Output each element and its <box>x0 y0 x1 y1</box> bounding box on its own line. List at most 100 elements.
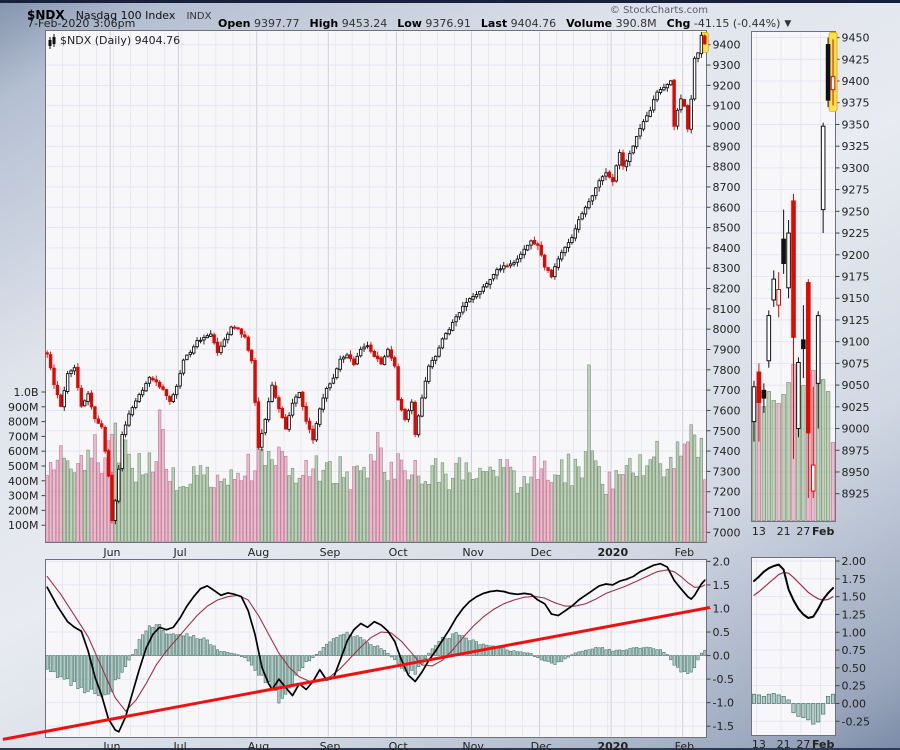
histogram-bar <box>69 655 73 686</box>
x-axis-day-label: 13 <box>752 738 766 750</box>
volume-bar <box>209 486 213 542</box>
volume-bar <box>454 463 458 542</box>
volume-bar <box>301 474 305 542</box>
histogram-bar <box>703 649 707 656</box>
histogram-bar <box>781 695 786 704</box>
candlestick <box>304 405 308 422</box>
change-direction-down-icon[interactable]: ▼ <box>784 19 792 29</box>
candlestick <box>641 121 646 130</box>
histogram-bar <box>532 655 536 657</box>
volume-bar <box>287 475 291 542</box>
histogram-bar <box>468 640 472 656</box>
candlestick <box>396 366 400 401</box>
histogram-bar <box>423 655 427 659</box>
histogram-bar <box>379 648 383 656</box>
candlestick <box>79 387 83 407</box>
volume-bar <box>65 460 70 542</box>
histogram-bar <box>461 635 465 656</box>
histogram-bar <box>570 654 574 657</box>
candlestick <box>249 349 254 362</box>
candlestick <box>556 258 560 268</box>
histogram-bar <box>766 693 771 704</box>
histogram-bar <box>59 655 63 678</box>
histogram-bar <box>107 655 111 695</box>
candlestick <box>471 296 475 300</box>
candlestick <box>246 336 250 351</box>
candlestick <box>406 410 411 420</box>
volume-bar <box>635 475 639 542</box>
volume-bar <box>587 364 591 542</box>
histogram-bar <box>539 655 543 661</box>
histogram-bar <box>796 703 801 717</box>
indicator-axis-label: -0.5 <box>713 673 734 686</box>
histogram-bar <box>597 647 601 656</box>
price-axis-label: 9250 <box>842 205 870 218</box>
histogram-bar <box>686 655 690 674</box>
x-axis-day-label: 13 <box>752 525 766 538</box>
volume-bar <box>617 474 622 542</box>
chart-type-icon <box>48 34 56 49</box>
candlestick <box>495 269 499 276</box>
price-axis-label: 8500 <box>713 222 741 235</box>
volume-bar <box>665 468 669 542</box>
histogram-bar <box>451 633 455 656</box>
histogram-bar <box>250 655 254 666</box>
volume-bar <box>532 456 537 542</box>
candlestick <box>232 326 237 329</box>
candlestick <box>345 354 349 359</box>
price-axis-label: 9450 <box>842 32 870 45</box>
candlestick <box>583 206 588 215</box>
volume-bar <box>212 487 216 542</box>
volume-bar <box>614 470 618 542</box>
candlestick <box>430 359 434 368</box>
histogram-bar <box>239 655 243 657</box>
indicator-axis-label: 0.50 <box>842 662 867 675</box>
candlestick <box>791 200 796 338</box>
candlestick <box>140 389 145 396</box>
candlestick <box>587 201 591 209</box>
histogram-bar <box>756 694 761 704</box>
candlestick <box>696 52 700 59</box>
symbol-name: Nasdaq 100 Index <box>75 9 176 22</box>
volume-bar <box>48 462 53 542</box>
volume-bar <box>243 475 247 542</box>
price-axis-label: 8800 <box>713 161 741 174</box>
candlestick <box>658 89 663 93</box>
symbol-exchange: INDX <box>186 11 212 22</box>
volume-bar <box>420 483 424 542</box>
volume-bar <box>423 481 428 542</box>
x-axis-month-label: Oct <box>389 546 409 559</box>
candlestick <box>703 35 707 45</box>
histogram-bar <box>587 649 591 656</box>
volume-bar <box>96 462 100 542</box>
candlestick <box>485 283 489 288</box>
histogram-bar <box>79 655 83 688</box>
histogram-bar <box>178 634 182 656</box>
histogram-bar <box>199 638 203 656</box>
candlestick <box>566 242 571 249</box>
volume-bar <box>471 479 475 542</box>
quote-label-chg: Chg <box>666 17 691 30</box>
histogram-bar <box>362 639 366 656</box>
candlestick <box>498 268 503 271</box>
quote-value-low: 9376.91 <box>421 17 471 30</box>
histogram-bar <box>304 655 308 662</box>
candlestick <box>318 408 322 425</box>
histogram-bar <box>553 655 557 665</box>
candlestick <box>219 345 223 354</box>
histogram-bar <box>137 639 141 656</box>
candlestick <box>157 381 162 388</box>
histogram-bar <box>311 655 315 659</box>
volume-bar <box>140 474 145 542</box>
histogram-bar <box>355 635 359 656</box>
candlestick <box>437 347 441 357</box>
histogram-bar <box>66 655 70 680</box>
price-axis-label: 7300 <box>713 465 741 478</box>
volume-bar <box>801 385 806 521</box>
candlestick <box>202 336 206 341</box>
histogram-bar <box>236 654 240 656</box>
histogram-bar <box>130 654 134 656</box>
indicator-axis-label: 0.0 <box>713 650 731 663</box>
candlestick <box>338 358 342 370</box>
volume-bar <box>202 474 206 542</box>
